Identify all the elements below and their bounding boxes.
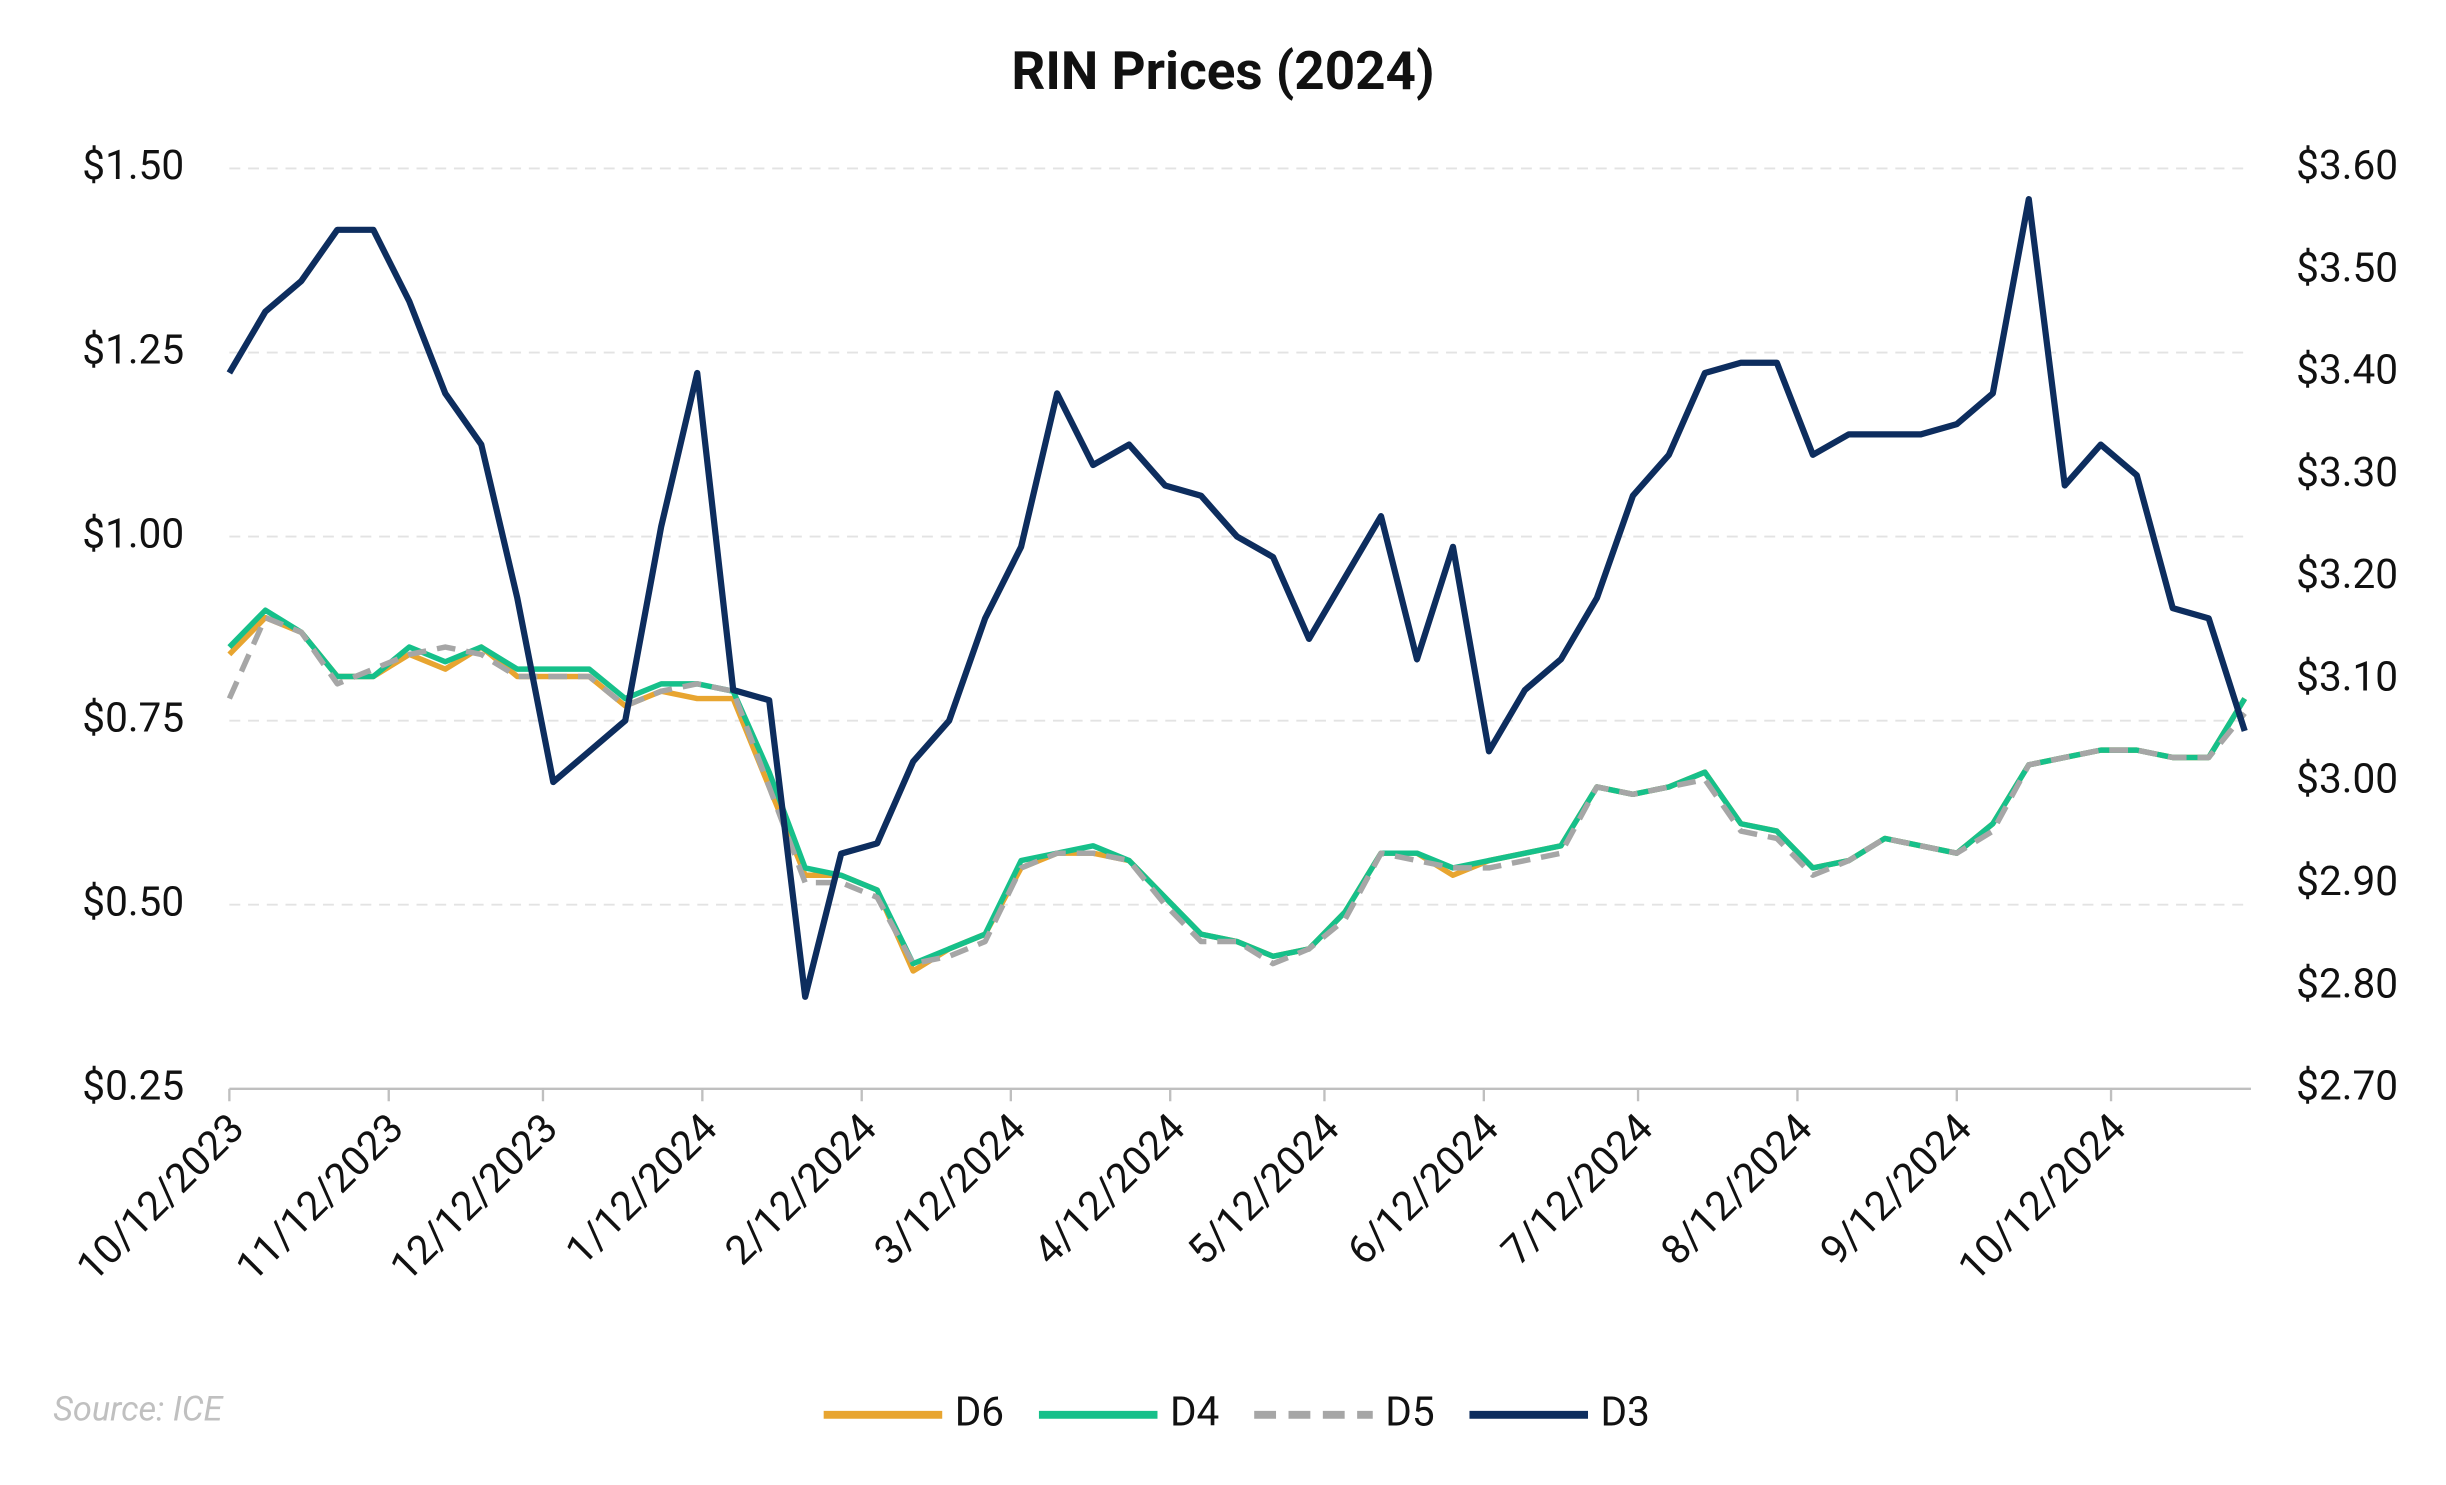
x-tick-label: 10/12/2023 [67, 1104, 254, 1291]
legend-label: D3 [1600, 1388, 1649, 1436]
x-tick-label: 10/12/2024 [1949, 1104, 2136, 1291]
x-tick-label: 8/12/2024 [1651, 1104, 1821, 1274]
x-tick-label: 11/12/2023 [226, 1104, 413, 1291]
y-tick-label: $0.50 [82, 877, 184, 925]
x-tick-label: 5/12/2024 [1178, 1104, 1348, 1274]
line-series [226, 614, 2247, 967]
y-tick-label: $1.25 [82, 325, 184, 373]
y-tick-label: $1.50 [82, 141, 184, 189]
legend-label: D4 [1170, 1388, 1219, 1436]
y2-tick-label: $3.40 [2296, 346, 2398, 394]
y2-tick-label: $3.20 [2296, 550, 2398, 598]
y2-tick-label: $3.10 [2296, 652, 2398, 700]
x-tick-label: 3/12/2024 [864, 1104, 1034, 1274]
y2-tick-label: $3.60 [2296, 141, 2398, 189]
y-tick-label: $0.25 [82, 1062, 184, 1110]
x-tick-label: 12/12/2023 [380, 1104, 567, 1291]
source: Source: ICE [53, 1390, 224, 1430]
x-tick-label: 1/12/2024 [556, 1104, 726, 1274]
chart-title: RIN Prices (2024) [1011, 40, 1434, 102]
x-tick-label: 4/12/2024 [1024, 1104, 1194, 1274]
x-tick-label: 6/12/2024 [1337, 1104, 1507, 1274]
y2-tick-label: $2.70 [2296, 1062, 2398, 1110]
x-tick-label: 2/12/2024 [715, 1104, 885, 1274]
y2-tick-label: $3.30 [2296, 448, 2398, 496]
y2-tick-label: $3.50 [2296, 243, 2398, 291]
y2-tick-label: $2.80 [2296, 959, 2398, 1007]
line-series [226, 196, 2248, 1000]
x-tick-label: 7/12/2024 [1492, 1104, 1662, 1274]
y-tick-label: $0.75 [82, 693, 184, 741]
y-tick-label: $1.00 [82, 509, 184, 557]
legend-label: D6 [955, 1388, 1004, 1436]
y2-tick-label: $2.90 [2296, 857, 2398, 905]
legend-label: D5 [1385, 1388, 1434, 1436]
y2-tick-label: $3.00 [2296, 755, 2398, 803]
